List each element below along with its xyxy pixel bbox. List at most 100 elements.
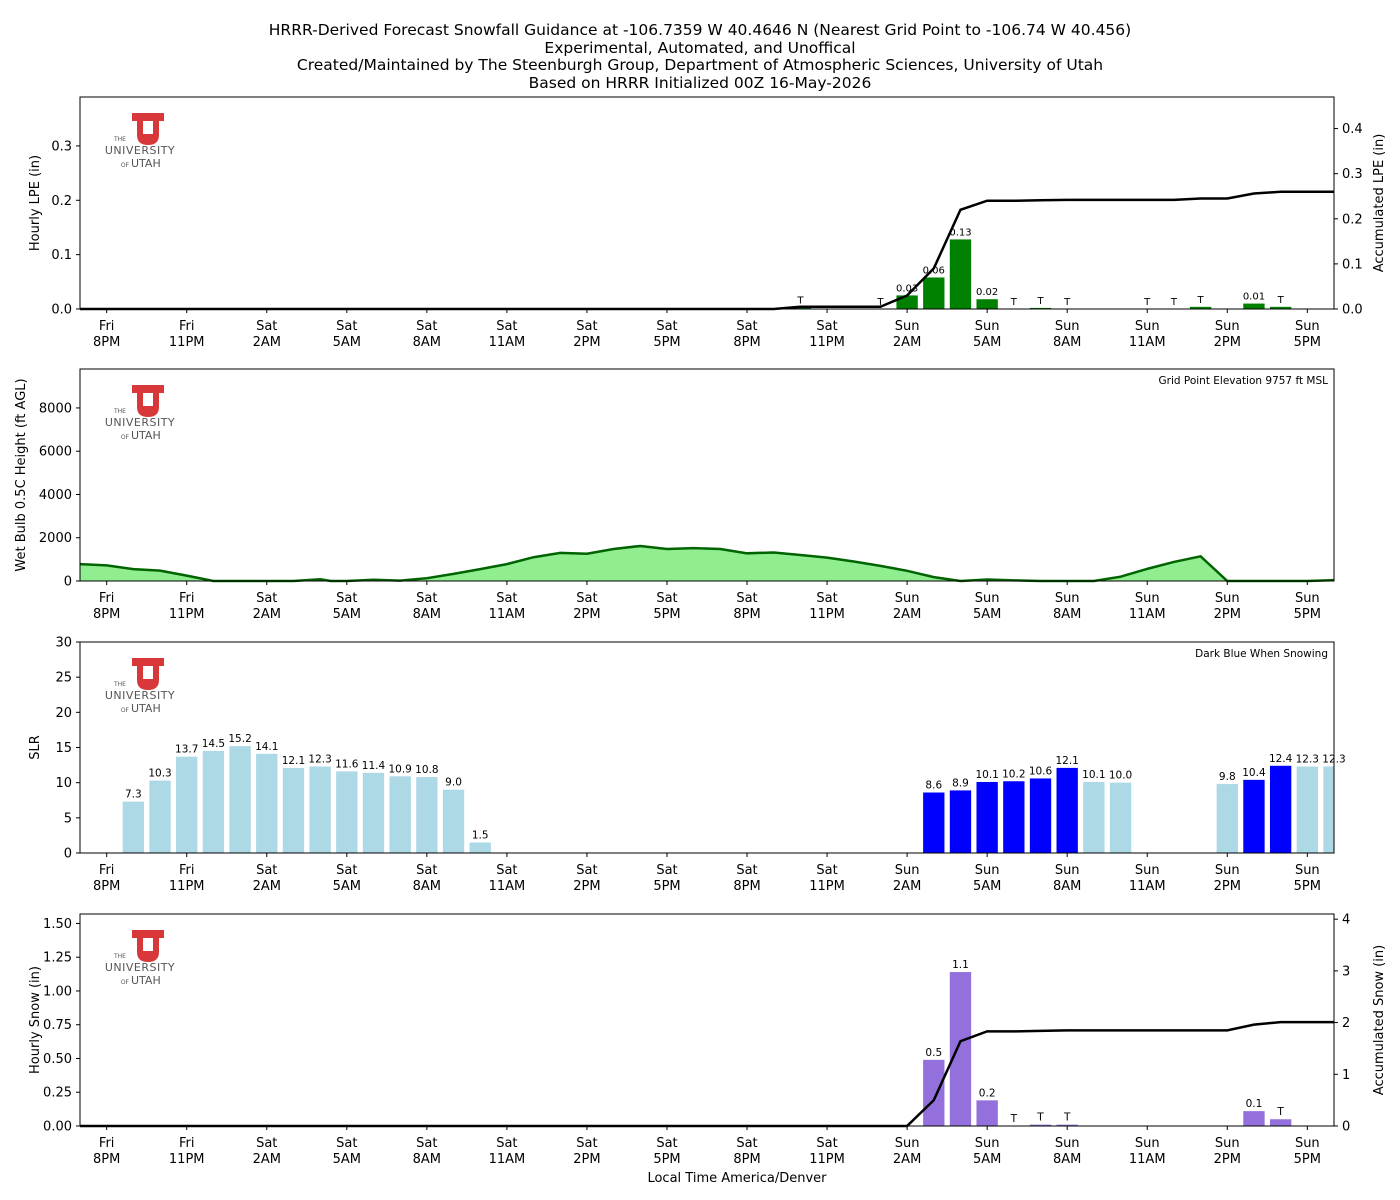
x-tick-label-day: Sat (656, 319, 677, 334)
x-tick-label-day: Sat (656, 591, 677, 606)
slr-bar (1323, 766, 1334, 853)
lpe-bar-label: T (1197, 295, 1205, 306)
slr-bar (1003, 781, 1025, 853)
x-tick-label-day: Sun (1055, 319, 1080, 334)
y-tick-label: 0.0 (51, 303, 72, 318)
x-tick-label-day: Sun (895, 591, 920, 606)
x-tick-label-day: Sun (1295, 319, 1320, 334)
x-tick-label-day: Sun (895, 863, 920, 878)
y-tick-label: 1.50 (43, 917, 72, 932)
x-tick-label-time: 8PM (93, 607, 120, 622)
slr-bar (1083, 781, 1105, 853)
logo-the-text: THE (113, 681, 126, 688)
slr-bar (1216, 784, 1238, 853)
x-tick-label-day: Sat (496, 1136, 517, 1151)
x-tick-label-time: 2PM (1214, 335, 1241, 350)
x-tick-label-day: Sat (576, 1136, 597, 1151)
y-tick-label: 0.1 (51, 248, 72, 263)
slr-bar (176, 756, 198, 853)
lpe-bar (976, 299, 998, 309)
y-tick-label: 25 (55, 671, 72, 686)
y-tick-label: 30 (55, 636, 72, 651)
x-tick-label-day: Sat (256, 591, 277, 606)
snow-bar (1056, 1124, 1078, 1126)
x-tick-label-day: Sun (1135, 863, 1160, 878)
x-tick-label-time: 11AM (489, 879, 526, 894)
x-tick-label-time: 11PM (169, 879, 205, 894)
x-tick-label-time: 8PM (733, 607, 760, 622)
y-tick-label: 1.25 (43, 951, 72, 966)
x-tick-label-day: Fri (179, 863, 195, 878)
x-tick-label-day: Sat (416, 591, 437, 606)
y-tick-label: 0 (64, 847, 72, 862)
lpe-panel: T T 0.03 0.06 0.13 0.02 T T T T T T 0.01 T 0.0 0.1 0.2 0.… (28, 96, 1387, 350)
x-tick-label-day: Sat (336, 591, 357, 606)
x-tick-label-time: 11PM (169, 1152, 205, 1167)
y-tick-label: 0.2 (51, 194, 72, 209)
x-tick-label-time: 5PM (653, 1152, 680, 1167)
slr-bar (1029, 778, 1052, 853)
x-tick-label-time: 8AM (1053, 1152, 1081, 1167)
accumulated-lpe-line (80, 190, 1334, 311)
slr-bar (469, 842, 491, 853)
snowing-annotation: Dark Blue When Snowing (1195, 648, 1328, 660)
logo-of-text: OF (121, 162, 130, 169)
logo-the-text: THE (113, 408, 126, 415)
slr-panel: 7.310.313.7 14.5 15.214.112.1 12.3 11.6 11.4 1… (28, 636, 1346, 895)
x-tick-label-time: 2AM (893, 607, 921, 622)
x-tick-label-day: Sat (416, 1136, 437, 1151)
slr-bar-label: 14.1 (255, 741, 278, 753)
lpe-bar (923, 277, 945, 309)
x-tick-label-day: Sat (736, 319, 757, 334)
x-tick-label-time: 5PM (1294, 607, 1321, 622)
slr-bar-label: 11.6 (335, 758, 359, 770)
snow-bar-label: 0.2 (979, 1087, 996, 1099)
x-tick-label-time: 8AM (413, 607, 441, 622)
slr-bar-label: 1.5 (472, 829, 489, 841)
slr-bar (1056, 767, 1078, 853)
block-u-cutout (143, 938, 153, 951)
logo-university-text: UNIVERSITY (105, 689, 175, 702)
logo-utah-text: UTAH (131, 429, 161, 442)
lpe-bar-label: T (1170, 297, 1178, 308)
x-tick-label-day: Sat (496, 863, 517, 878)
snow-bar-label: 0.5 (925, 1047, 942, 1059)
slr-bar (149, 780, 171, 853)
lpe-bar-label: T (1063, 297, 1071, 308)
slr-bar (1109, 782, 1132, 853)
x-tick-label-day: Sat (336, 863, 357, 878)
x-tick-label-day: Fri (99, 591, 115, 606)
slr-bar-label: 9.0 (445, 777, 462, 789)
x-tick-label-day: Sat (496, 319, 517, 334)
slr-bar-label: 10.1 (975, 769, 998, 781)
slr-bar-label: 10.1 (1082, 769, 1105, 781)
slr-bar-label: 11.4 (362, 760, 386, 772)
logo-utah-text: UTAH (131, 974, 161, 987)
x-tick-label-day: Sat (256, 863, 277, 878)
y2-tick-label: 0.3 (1342, 167, 1363, 182)
x-tick-label-day: Sat (576, 591, 597, 606)
x-tick-label-time: 8PM (93, 1152, 120, 1167)
x-tick-label-time: 8AM (1053, 607, 1081, 622)
x-tick-label-day: Sun (1135, 319, 1160, 334)
chart-title-line-4: Based on HRRR Initialized 00Z 16-May-202… (528, 73, 872, 92)
snow-panel: 0.5 1.1 0.2 T T T 0.1 T 0.00 0.25 0.50 0.75 1.00 1.25… (28, 913, 1387, 1186)
x-tick-label-day: Sun (1135, 591, 1160, 606)
x-tick-label-time: 8AM (1053, 335, 1081, 350)
x-tick-label-time: 5AM (973, 879, 1001, 894)
x-tick-label-time: 2AM (253, 607, 281, 622)
y2-tick-label: 3 (1342, 964, 1350, 979)
x-tick-label-time: 2AM (253, 1152, 281, 1167)
snow-bar-label: 1.1 (952, 959, 969, 971)
slr-bar-label: 10.4 (1242, 767, 1266, 779)
x-tick-label-time: 11AM (1129, 1152, 1166, 1167)
logo-university-text: UNIVERSITY (105, 144, 175, 157)
grid-elevation-annotation: Grid Point Elevation 9757 ft MSL (1159, 375, 1329, 387)
x-tick-label-day: Sat (816, 319, 837, 334)
slr-bar-label: 14.5 (202, 738, 225, 750)
lpe-bar-label: 0.06 (923, 265, 945, 276)
logo-university-text: UNIVERSITY (105, 961, 175, 974)
x-tick-label-day: Sun (975, 1136, 1000, 1151)
y-tick-label: 6000 (39, 445, 72, 460)
